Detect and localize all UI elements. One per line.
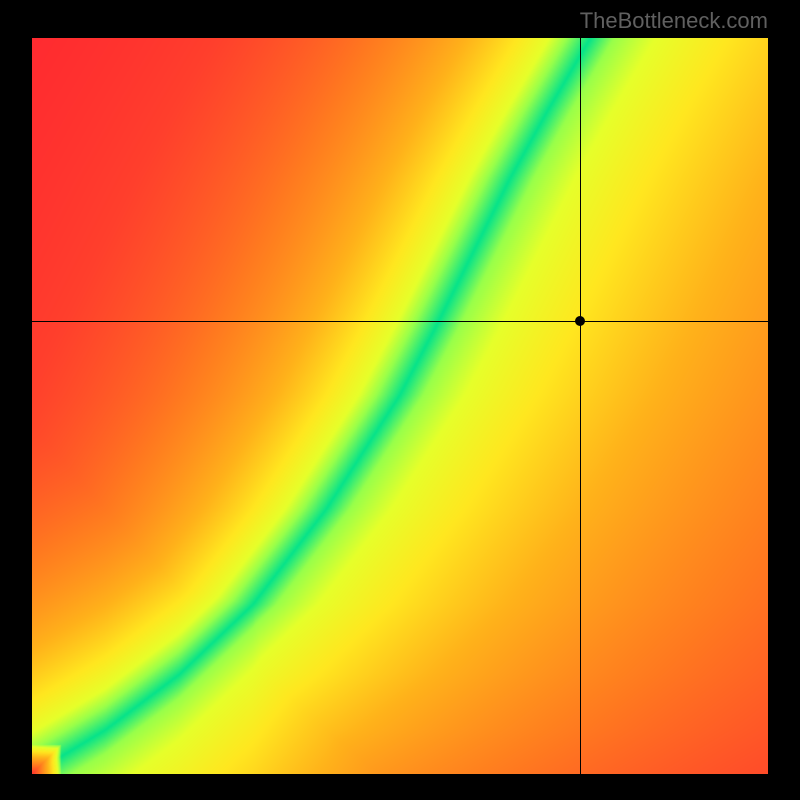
plot-area (32, 38, 768, 774)
crosshair-vertical (580, 38, 581, 774)
crosshair-horizontal (32, 321, 768, 322)
crosshair-marker (575, 316, 585, 326)
watermark-text: TheBottleneck.com (580, 8, 768, 34)
heatmap-canvas (32, 38, 768, 774)
